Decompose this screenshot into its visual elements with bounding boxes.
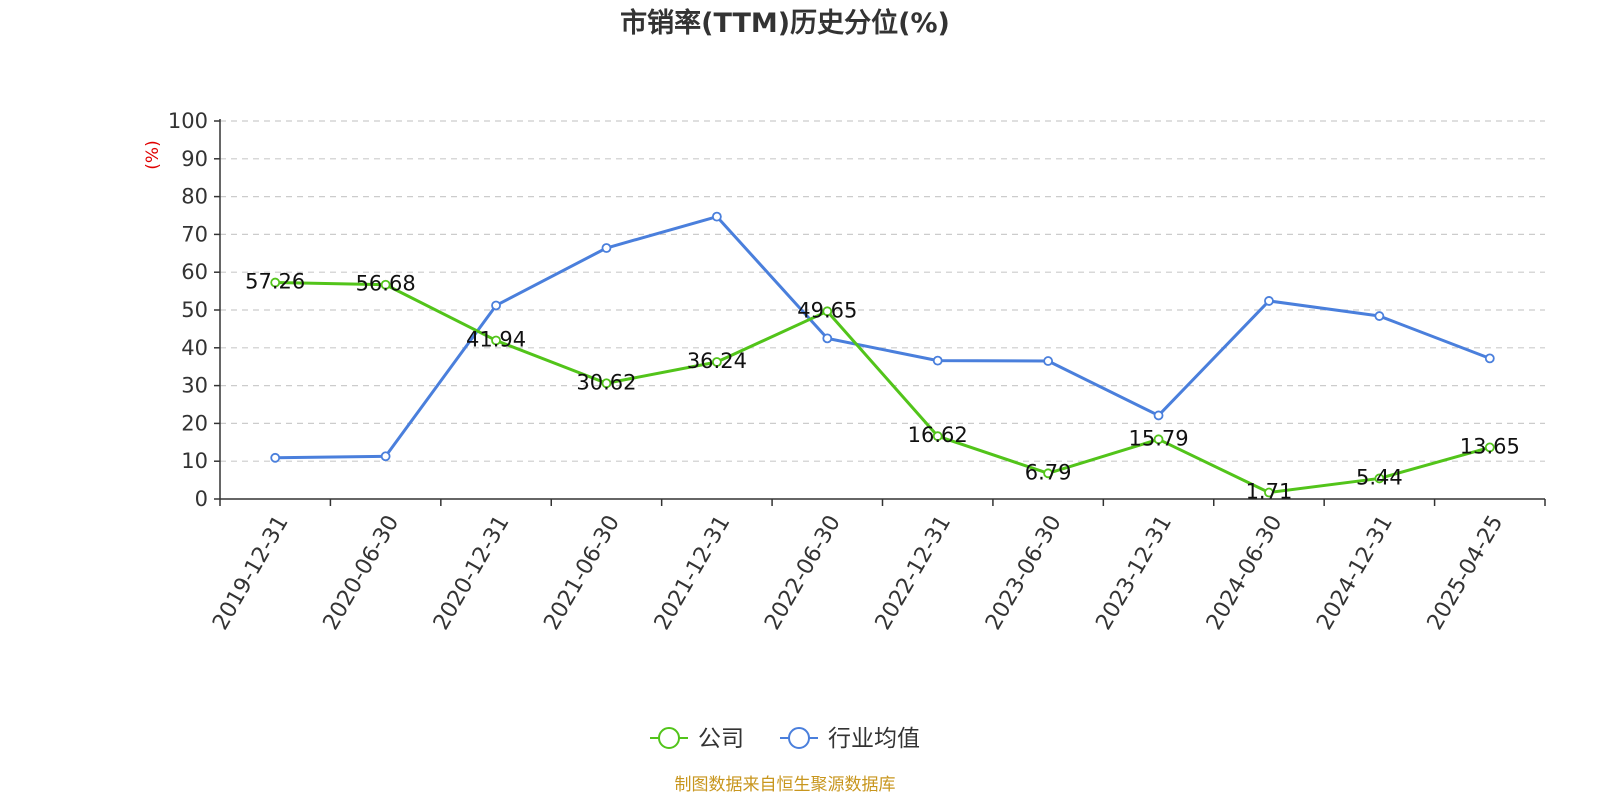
data-point[interactable] xyxy=(932,355,943,366)
data-label: 6.79 xyxy=(1025,460,1072,484)
legend-item[interactable]: 行业均值 xyxy=(780,726,920,752)
x-tick-label: 2024-06-30 xyxy=(1202,511,1288,634)
series-line xyxy=(275,281,1491,495)
chart-title: 市销率(TTM)历史分位(%) xyxy=(620,7,950,39)
x-tick-label: 2021-12-31 xyxy=(650,511,736,634)
axes: 0 10 20 30 40 50 60 70 80 90 100 2019-12-31 2020-06-… xyxy=(168,109,1546,634)
legend-marker-icon xyxy=(658,727,680,749)
data-point[interactable] xyxy=(380,451,391,462)
x-tick-label: 2023-12-31 xyxy=(1091,511,1177,634)
data-labels: 57.26 56.68 41.94 30.62 36.24 49.65 16.62 6.79 1… xyxy=(245,270,1520,504)
y-tick-label: 20 xyxy=(181,411,208,435)
legend-marker-icon xyxy=(788,727,810,749)
series-lines xyxy=(270,211,1495,498)
x-tick-label: 2024-12-31 xyxy=(1312,511,1398,634)
y-tick-label: 100 xyxy=(168,109,208,133)
data-point[interactable] xyxy=(1374,311,1385,321)
data-point[interactable] xyxy=(932,431,943,442)
legend-label: 公司 xyxy=(698,726,744,752)
x-tick-label: 2025-04-25 xyxy=(1423,511,1509,634)
y-tick-label: 30 xyxy=(181,374,208,398)
data-point[interactable] xyxy=(491,335,501,346)
data-point[interactable] xyxy=(822,333,833,344)
x-tick-label: 2020-12-31 xyxy=(429,511,515,634)
data-point[interactable] xyxy=(1153,434,1164,445)
data-label: 41.94 xyxy=(466,327,526,351)
data-point[interactable] xyxy=(1374,473,1385,484)
data-point[interactable] xyxy=(601,243,612,253)
data-point[interactable] xyxy=(1264,487,1274,498)
data-point[interactable] xyxy=(491,300,501,311)
legend-item[interactable]: 公司 xyxy=(650,726,744,752)
data-point[interactable] xyxy=(380,279,391,290)
data-point[interactable] xyxy=(1043,356,1054,366)
legend[interactable]: 公司 行业均值 xyxy=(650,726,920,752)
x-tick-label: 2022-06-30 xyxy=(760,511,846,634)
data-label: 16.62 xyxy=(908,423,968,447)
x-tick-label: 2021-06-30 xyxy=(539,511,625,634)
y-tick-label: 10 xyxy=(181,449,208,473)
grid-lines xyxy=(220,120,1545,462)
data-point[interactable] xyxy=(711,211,722,222)
data-label: 56.68 xyxy=(356,272,416,296)
data-point[interactable] xyxy=(711,357,722,367)
data-label: 5.44 xyxy=(1356,465,1403,489)
y-tick-label: 60 xyxy=(181,260,208,284)
y-axis-unit-label: (%) xyxy=(143,140,163,169)
x-tick-label: 2020-06-30 xyxy=(319,511,405,634)
data-point[interactable] xyxy=(270,277,281,288)
data-point[interactable] xyxy=(1153,410,1164,421)
x-tick-label: 2022-12-31 xyxy=(871,511,957,634)
data-point[interactable] xyxy=(822,306,833,317)
data-point[interactable] xyxy=(1264,296,1274,306)
y-tick-label: 80 xyxy=(181,185,208,209)
y-tick-label: 50 xyxy=(181,298,208,322)
data-label: 36.24 xyxy=(687,349,747,373)
x-tick-label: 2019-12-31 xyxy=(208,511,294,634)
data-label: 57.26 xyxy=(245,270,305,294)
data-point[interactable] xyxy=(1484,353,1495,364)
data-point[interactable] xyxy=(1484,442,1495,453)
data-point[interactable] xyxy=(1043,468,1054,479)
data-label: 30.62 xyxy=(576,370,636,394)
data-label: 13.65 xyxy=(1460,434,1520,458)
x-tick-label: 2023-06-30 xyxy=(981,511,1067,634)
y-tick-label: 0 xyxy=(195,487,208,511)
y-tick-label: 90 xyxy=(181,147,208,171)
data-label: 49.65 xyxy=(797,298,857,322)
data-label: 15.79 xyxy=(1128,426,1188,450)
y-tick-label: 70 xyxy=(181,222,208,246)
data-point[interactable] xyxy=(601,378,612,389)
legend-label: 行业均值 xyxy=(828,726,920,752)
data-source-footer: 制图数据来自恒生聚源数据库 xyxy=(675,775,896,795)
series-line xyxy=(275,215,1491,460)
data-point[interactable] xyxy=(270,452,281,463)
y-tick-label: 40 xyxy=(181,336,208,360)
data-label: 1.71 xyxy=(1246,480,1293,504)
